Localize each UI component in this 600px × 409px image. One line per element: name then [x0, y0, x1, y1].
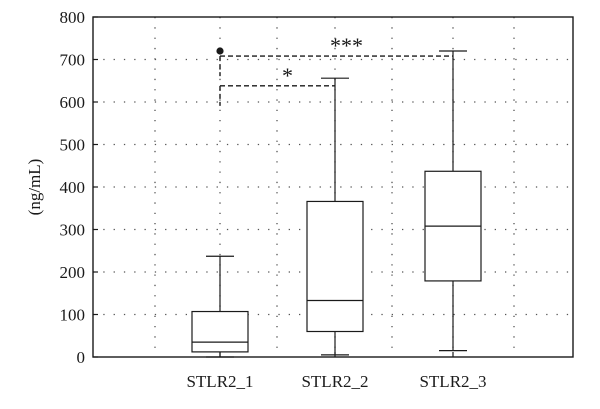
y-tick-label: 600: [60, 93, 86, 112]
y-axis-ticks: 0 100 200 300 400 500 600 700 800: [60, 8, 98, 367]
y-tick-label: 500: [60, 136, 86, 155]
y-tick-label: 100: [60, 306, 86, 325]
significance-label: ***: [330, 33, 363, 58]
plot-area: ****: [191, 33, 482, 358]
y-tick-label: 400: [60, 178, 86, 197]
box-iqr: [306, 200, 364, 333]
y-tick-label: 200: [60, 263, 86, 282]
x-tick-label: STLR2_2: [301, 372, 368, 391]
box-STLR2_2: [306, 77, 364, 356]
y-tick-label: 700: [60, 51, 86, 70]
significance-bracket: ***: [219, 33, 453, 77]
significance-bracket: *: [219, 63, 335, 106]
x-tick-label: STLR2_3: [419, 372, 486, 391]
box-STLR2_3: [424, 50, 482, 352]
y-tick-label: 800: [60, 8, 86, 27]
y-axis-title: (ng/mL): [25, 159, 44, 216]
box-iqr: [191, 310, 249, 353]
x-axis-ticks: STLR2_1 STLR2_2 STLR2_3: [186, 352, 487, 391]
x-tick-label: STLR2_1: [186, 372, 253, 391]
significance-label: *: [282, 63, 293, 88]
y-tick-label: 0: [77, 348, 86, 367]
box-STLR2_1: [191, 47, 249, 358]
outlier-point: [216, 47, 224, 55]
y-tick-label: 300: [60, 221, 86, 240]
